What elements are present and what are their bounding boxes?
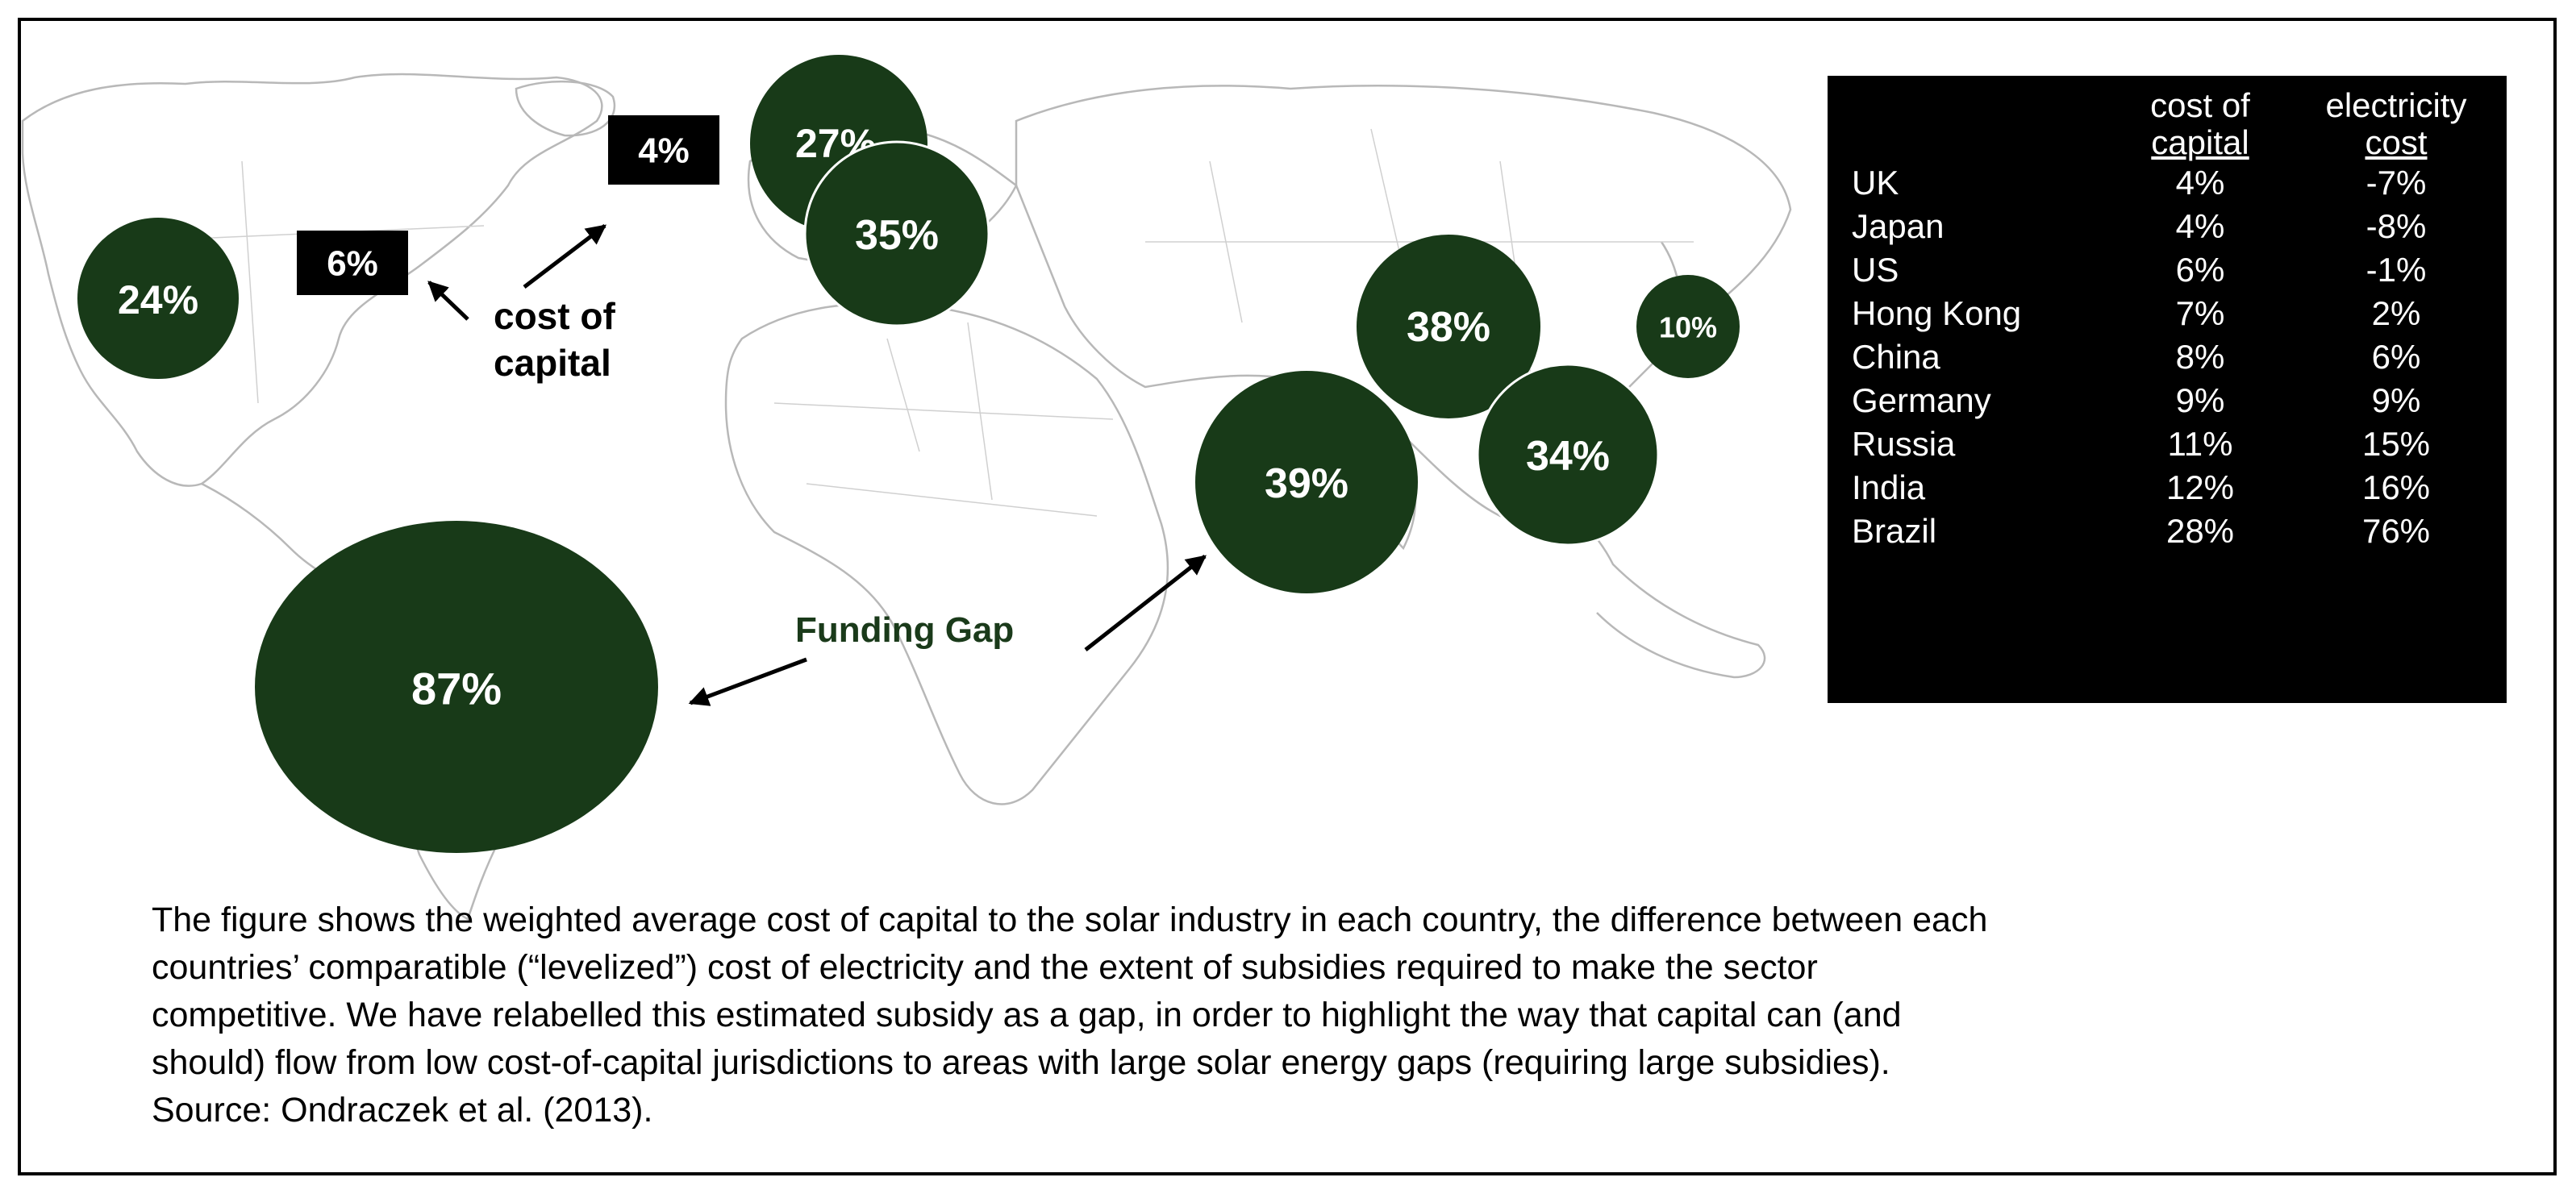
table-header-row: cost of capital electricity cost (1852, 87, 2505, 161)
bubble-russia-circle (1195, 371, 1418, 593)
africa-outline (724, 302, 1169, 805)
bubble-us-label: 24% (118, 277, 198, 322)
bubble-russia-label: 39% (1265, 460, 1348, 507)
figure-frame (18, 18, 2557, 1175)
row-country: Russia (1852, 425, 1956, 463)
annotation-arrows (427, 224, 1207, 706)
bubble-china-circle (1476, 363, 1660, 547)
arrow-to-brazil (688, 657, 807, 706)
caption-line-5: Source: Ondraczek et al. (2013). (152, 1091, 653, 1130)
caption-line-2: countries’ comparatible (“levelized”) co… (152, 948, 1818, 987)
cost-of-capital-label-line1: cost of (494, 295, 615, 337)
row-cost-of-capital: 8% (2175, 338, 2225, 376)
caption-line-3: competitive. We have relabelled this est… (152, 996, 1902, 1034)
row-electricity-cost: 76% (2361, 512, 2431, 550)
caption-line-4: should) flow from low cost-of-capital ju… (152, 1043, 1890, 1082)
bubble-india: 38% (1357, 235, 1540, 418)
table-row: Japan 4% -8% (1852, 205, 2505, 248)
row-country: Japan (1852, 207, 1945, 245)
table-row: Brazil 28% 76% (1852, 510, 2505, 553)
row-electricity-cost: 6% (2371, 338, 2421, 376)
row-country: UK (1852, 164, 1899, 202)
arrow-to-russia (1084, 555, 1207, 651)
row-electricity-cost: 9% (2371, 381, 2421, 419)
table-row: UK 4% -7% (1852, 161, 2505, 205)
row-cost-of-capital: 9% (2175, 381, 2225, 419)
row-electricity-cost: -8% (2366, 207, 2427, 245)
cost-box-uk-label: 4% (638, 131, 690, 171)
cost-table: cost of capital electricity cost UK 4% -7%… (1852, 87, 2505, 553)
header-elec-line2: cost (2365, 123, 2428, 161)
row-country: Hong Kong (1852, 294, 2022, 332)
row-cost-of-capital: 4% (2175, 164, 2225, 202)
row-electricity-cost: -7% (2366, 164, 2427, 202)
table-row: India 12% 16% (1852, 466, 2505, 510)
bubble-china-label: 34% (1526, 433, 1610, 480)
bubble-japan-label: 10% (1659, 311, 1717, 344)
bubble-us: 24% (77, 218, 239, 379)
header-cost-line2: capital (2151, 123, 2249, 161)
figure-caption: The figure shows the weighted average co… (152, 897, 2491, 1134)
row-electricity-cost: -1% (2366, 251, 2427, 289)
cost-box-uk-rect (608, 115, 719, 185)
table-row: China 8% 6% (1852, 335, 2505, 379)
cost-box-us: 6% (297, 231, 408, 295)
bubble-japan: 10% (1636, 275, 1740, 378)
header-cost-line1: cost of (2150, 86, 2250, 124)
table-row: Hong Kong 7% 2% (1852, 292, 2505, 335)
bubble-india-label: 38% (1407, 304, 1490, 351)
bubble-brazil-circle (255, 521, 658, 853)
arrow-to-uk-box (523, 224, 606, 289)
row-electricity-cost: 15% (2361, 425, 2431, 463)
row-cost-of-capital: 12% (2165, 468, 2235, 506)
cost-box-uk: 4% (608, 115, 719, 185)
row-country: China (1852, 338, 1940, 376)
data-table-panel: cost of capital electricity cost UK 4% -7%… (1828, 76, 2507, 703)
table-row: Germany 9% 9% (1852, 379, 2505, 422)
bubble-brazil-label: 87% (411, 664, 502, 714)
row-country: US (1852, 251, 1899, 289)
bubble-us-circle (77, 218, 239, 379)
row-cost-of-capital: 7% (2175, 294, 2225, 332)
header-electricity-cost: electricity cost (2287, 87, 2505, 161)
arrow-to-us-box (427, 281, 469, 321)
bubble-germany-label: 35% (855, 212, 939, 259)
row-cost-of-capital: 11% (2167, 425, 2233, 463)
bubble-china: 34% (1476, 363, 1660, 547)
cost-of-capital-boxes: 6% 4% (297, 115, 719, 295)
header-country (1852, 87, 2113, 161)
funding-gap-bubbles: 24% 27% 35% 38% 10% 34% 39% 87% (77, 55, 1740, 853)
table-row: US 6% -1% (1852, 248, 2505, 292)
greenland-outline (515, 80, 616, 137)
row-electricity-cost: 16% (2361, 468, 2431, 506)
row-electricity-cost: 2% (2371, 294, 2421, 332)
row-country: India (1852, 468, 1926, 506)
cost-box-us-rect (297, 231, 408, 295)
row-cost-of-capital: 4% (2175, 207, 2225, 245)
row-country: Germany (1852, 381, 1991, 419)
table-body: UK 4% -7% Japan 4% -8% US 6% -1% Hong Kong 7% 2%… (1852, 161, 2505, 553)
row-cost-of-capital: 6% (2175, 251, 2225, 289)
cost-of-capital-label-line2: capital (494, 342, 611, 384)
annotation-text: cost of capital Funding Gap (494, 295, 1014, 650)
caption-line-1: The figure shows the weighted average co… (152, 901, 1988, 939)
cost-box-us-label: 6% (327, 244, 378, 284)
funding-gap-label: Funding Gap (795, 610, 1014, 650)
bubble-brazil: 87% (255, 521, 658, 853)
bubble-germany: 35% (803, 140, 990, 327)
table-row: Russia 11% 15% (1852, 422, 2505, 466)
row-cost-of-capital: 28% (2165, 512, 2235, 550)
bubble-germany-circle (803, 140, 990, 327)
header-cost-of-capital: cost of capital (2113, 87, 2287, 161)
header-elec-line1: electricity (2325, 86, 2467, 124)
row-country: Brazil (1852, 512, 1937, 550)
bubble-russia: 39% (1195, 371, 1418, 593)
bubble-india-circle (1357, 235, 1540, 418)
bubble-japan-circle (1636, 275, 1740, 378)
